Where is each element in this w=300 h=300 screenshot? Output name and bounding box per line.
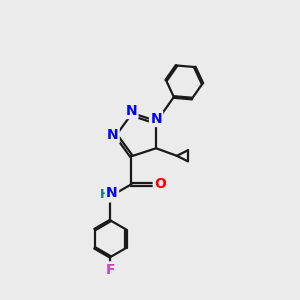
- Text: N: N: [150, 112, 162, 126]
- Text: F: F: [106, 262, 115, 277]
- Text: N: N: [126, 104, 137, 118]
- Text: N: N: [107, 128, 118, 142]
- Text: N: N: [106, 186, 118, 200]
- Text: O: O: [154, 177, 166, 191]
- Text: H: H: [100, 188, 110, 201]
